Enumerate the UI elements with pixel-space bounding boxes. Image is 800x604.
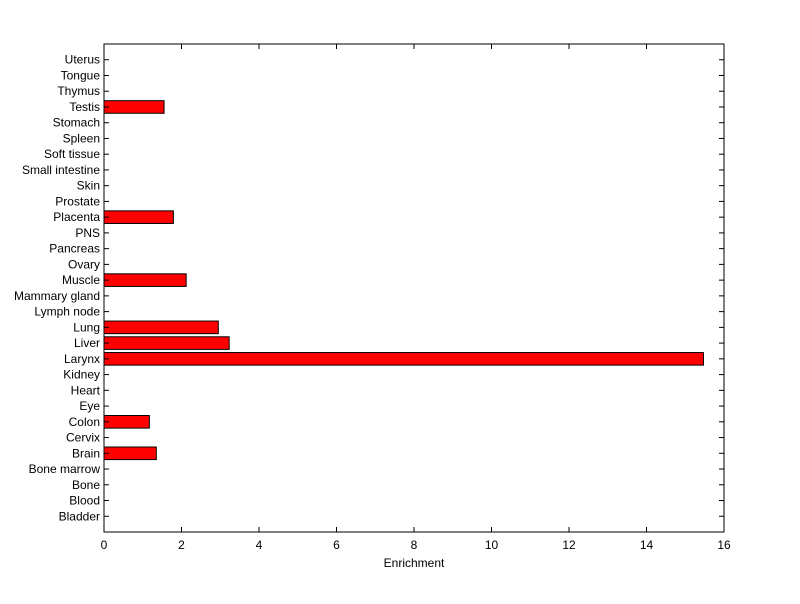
y-tick-label: Mammary gland xyxy=(14,289,100,303)
y-tick-label: Small intestine xyxy=(22,163,100,177)
x-tick-label: 8 xyxy=(411,538,418,552)
x-tick-label: 4 xyxy=(256,538,263,552)
y-tick-label: Soft tissue xyxy=(44,147,100,161)
bar-brain xyxy=(103,446,157,461)
y-tick-label: Tongue xyxy=(61,68,101,82)
y-tick-label: Thymus xyxy=(57,84,100,98)
y-tick-label: Larynx xyxy=(64,352,100,366)
y-tick-label: Muscle xyxy=(62,273,100,287)
y-tick-label: Lung xyxy=(73,320,100,334)
y-tick-label: Spleen xyxy=(63,131,100,145)
x-axis-label: Enrichment xyxy=(384,556,445,570)
y-tick-label: Colon xyxy=(69,415,100,429)
y-tick-label: Skin xyxy=(77,179,100,193)
y-tick-label: Bone xyxy=(72,478,100,492)
bar-larynx xyxy=(103,352,704,366)
x-tick-label: 16 xyxy=(717,538,731,552)
axes-box xyxy=(103,43,725,533)
x-tick-label: 0 xyxy=(101,538,108,552)
y-tick-label: Blood xyxy=(69,494,100,508)
bar-placenta xyxy=(103,210,174,224)
y-tick-label: Bladder xyxy=(59,509,100,523)
bar-testis xyxy=(103,100,165,114)
y-tick-label: Testis xyxy=(69,100,100,114)
y-tick-label: Brain xyxy=(72,446,100,460)
y-tick-label: Pancreas xyxy=(49,242,100,256)
y-tick-label: Cervix xyxy=(66,431,100,445)
bar-colon xyxy=(103,415,150,429)
bar-muscle xyxy=(103,273,187,287)
y-tick-label: Kidney xyxy=(63,368,100,382)
y-tick-label: Lymph node xyxy=(34,305,100,319)
y-tick-label: Stomach xyxy=(53,116,100,130)
y-tick-label: Placenta xyxy=(53,210,100,224)
x-tick-label: 14 xyxy=(640,538,654,552)
x-tick-label: 2 xyxy=(178,538,185,552)
x-tick-label: 12 xyxy=(562,538,576,552)
bar-liver xyxy=(103,336,230,350)
bars xyxy=(103,100,704,461)
y-tick-label: Uterus xyxy=(65,53,100,67)
x-tick-label: 6 xyxy=(333,538,340,552)
bar-lung xyxy=(103,320,219,335)
y-tick-label: Eye xyxy=(79,399,100,413)
y-tick-label: Heart xyxy=(71,383,101,397)
x-tick-label: 10 xyxy=(485,538,499,552)
y-tick-label: Prostate xyxy=(55,194,100,208)
y-tick-label: PNS xyxy=(75,226,100,240)
y-tick-label: Liver xyxy=(74,336,100,350)
y-tick-label: Ovary xyxy=(68,257,100,271)
y-tick-label: Bone marrow xyxy=(29,462,101,476)
